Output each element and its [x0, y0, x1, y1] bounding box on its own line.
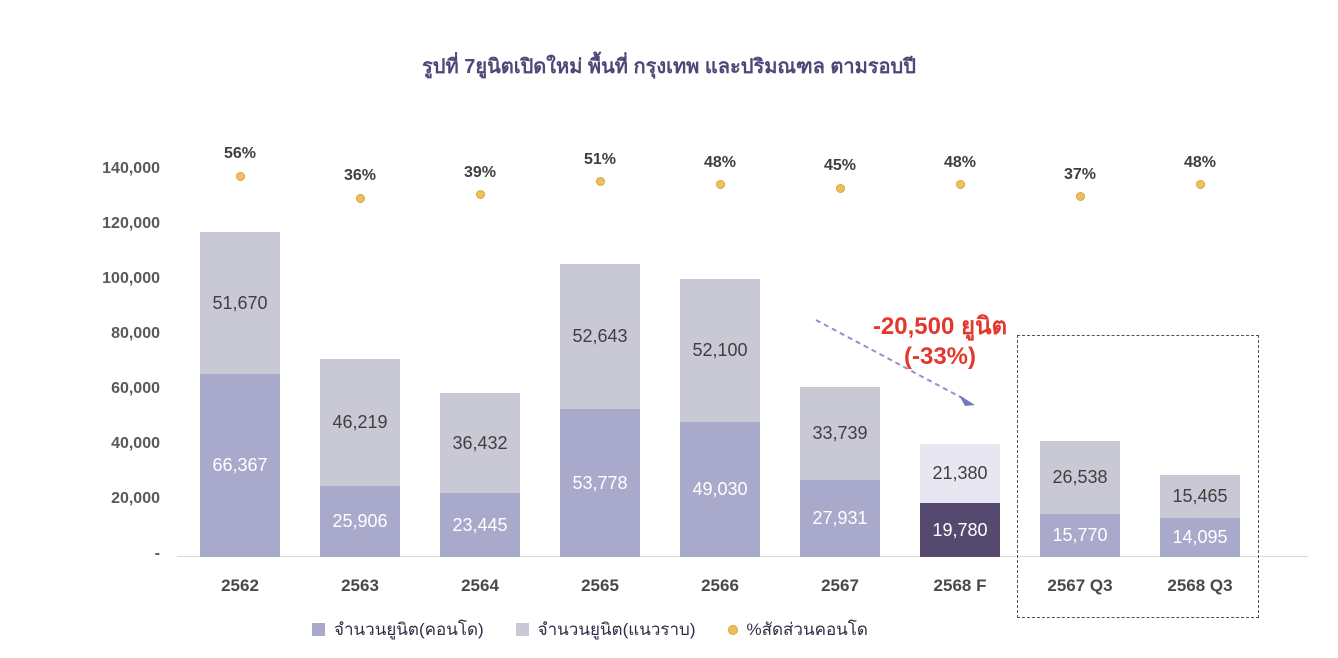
segment-lowrise: 52,643 [560, 264, 640, 409]
segment-lowrise: 36,432 [440, 393, 520, 493]
bar-2563: 46,219 25,906 [320, 359, 400, 557]
x-tick-label-2563: 2563 [341, 576, 379, 595]
segment-lowrise: 33,739 [800, 387, 880, 480]
legend-label-lowrise: จำนวนยูนิต(แนวราบ) [537, 620, 696, 639]
percent-label: 48% [703, 153, 737, 171]
bar-2565: 52,643 53,778 [560, 264, 640, 557]
y-tick-label: 40,000 [111, 435, 160, 452]
x-tick-label-2567: 2567 [821, 576, 859, 595]
bar-2568-f: 21,380 19,780 [920, 444, 1000, 557]
y-tick-label: 20,000 [111, 490, 160, 507]
percent-dot [1195, 180, 1205, 190]
bar-2564: 36,432 23,445 [440, 393, 520, 557]
segment-condo: 27,931 [800, 480, 880, 557]
percent-dot [835, 183, 845, 193]
x-tick-label-2564: 2564 [461, 576, 499, 595]
legend: จำนวนยูนิต(คอนโด) จำนวนยูนิต(แนวราบ) %สั… [180, 616, 1000, 643]
percent-dot [355, 193, 365, 203]
y-tick-label: 140,000 [102, 160, 160, 177]
y-tick-label: - [154, 545, 160, 562]
x-tick-label-2567-q3: 2567 Q3 [1047, 576, 1113, 595]
legend-item-lowrise: จำนวนยูนิต(แนวราบ) [515, 616, 696, 643]
percent-dot-icon [727, 624, 738, 635]
y-tick-label: 60,000 [111, 380, 160, 397]
percent-dot [595, 177, 605, 186]
percent-dot [235, 171, 245, 181]
bar-2567-q3: 26,538 15,770 [1040, 441, 1120, 557]
bar-2568-q3: 15,465 14,095 [1160, 475, 1240, 557]
decline-annotation-line1: -20,500 ยูนิต [872, 313, 1008, 340]
percent-label: 39% [463, 163, 497, 181]
percent-dot [1075, 192, 1085, 202]
segment-lowrise: 15,465 [1160, 475, 1240, 518]
segment-condo: 15,770 [1040, 514, 1120, 557]
percent-dot [955, 180, 965, 190]
legend-item-condo: จำนวนยูนิต(คอนโด) [312, 616, 484, 643]
legend-label-condo: จำนวนยูนิต(คอนโด) [334, 620, 484, 639]
segment-condo: 66,367 [200, 374, 280, 557]
percent-label: 45% [823, 157, 857, 175]
segment-lowrise: 26,538 [1040, 441, 1120, 514]
percent-label: 37% [1063, 165, 1097, 183]
segment-lowrise: 52,100 [680, 279, 760, 422]
y-tick-label: 80,000 [111, 325, 160, 342]
y-tick-label: 120,000 [102, 215, 160, 232]
percent-label: 56% [223, 145, 257, 162]
x-tick-label-2562: 2562 [221, 576, 259, 595]
x-tick-label-2566: 2566 [701, 576, 739, 595]
q3-highlight-box [1017, 335, 1259, 618]
segment-condo: 25,906 [320, 486, 400, 557]
x-tick-label-2565: 2565 [581, 576, 619, 595]
segment-condo: 14,095 [1160, 518, 1240, 557]
decline-annotation-line2: (-33%) [903, 343, 976, 370]
chart-title: รูปที่ 7ยูนิตเปิดใหม่ พื้นที่ กรุงเทพ แล… [422, 56, 916, 78]
y-tick-label: 100,000 [102, 270, 160, 287]
lowrise-swatch-icon [515, 623, 529, 636]
percent-dot [715, 180, 725, 190]
percent-label: 48% [1183, 153, 1217, 171]
segment-lowrise: 51,670 [200, 232, 280, 374]
segment-lowrise: 21,380 [920, 444, 1000, 503]
percent-label: 51% [583, 150, 617, 168]
segment-lowrise: 46,219 [320, 359, 400, 486]
percent-dot [475, 190, 485, 200]
decline-arrow-icon [815, 319, 975, 406]
decline-annotation: -20,500 ยูนิต (-33%) [840, 312, 1040, 372]
segment-condo: 19,780 [920, 503, 1000, 557]
legend-item-percent: %สัดส่วนคอนโด [727, 616, 868, 643]
x-tick-label-2568-f: 2568 F [933, 576, 987, 595]
percent-label: 36% [343, 167, 377, 184]
segment-condo: 49,030 [680, 422, 760, 557]
bar-2566: 52,100 49,030 [680, 279, 760, 557]
x-tick-label-2568-q3: 2568 Q3 [1167, 576, 1233, 595]
condo-swatch-icon [312, 623, 326, 636]
legend-label-percent: %สัดส่วนคอนโด [746, 620, 868, 639]
segment-condo: 23,445 [440, 493, 520, 557]
percent-label: 48% [943, 153, 977, 171]
bar-2567: 33,739 27,931 [800, 387, 880, 557]
segment-condo: 53,778 [560, 409, 640, 557]
bar-2562: 51,670 66,367 [200, 232, 280, 557]
